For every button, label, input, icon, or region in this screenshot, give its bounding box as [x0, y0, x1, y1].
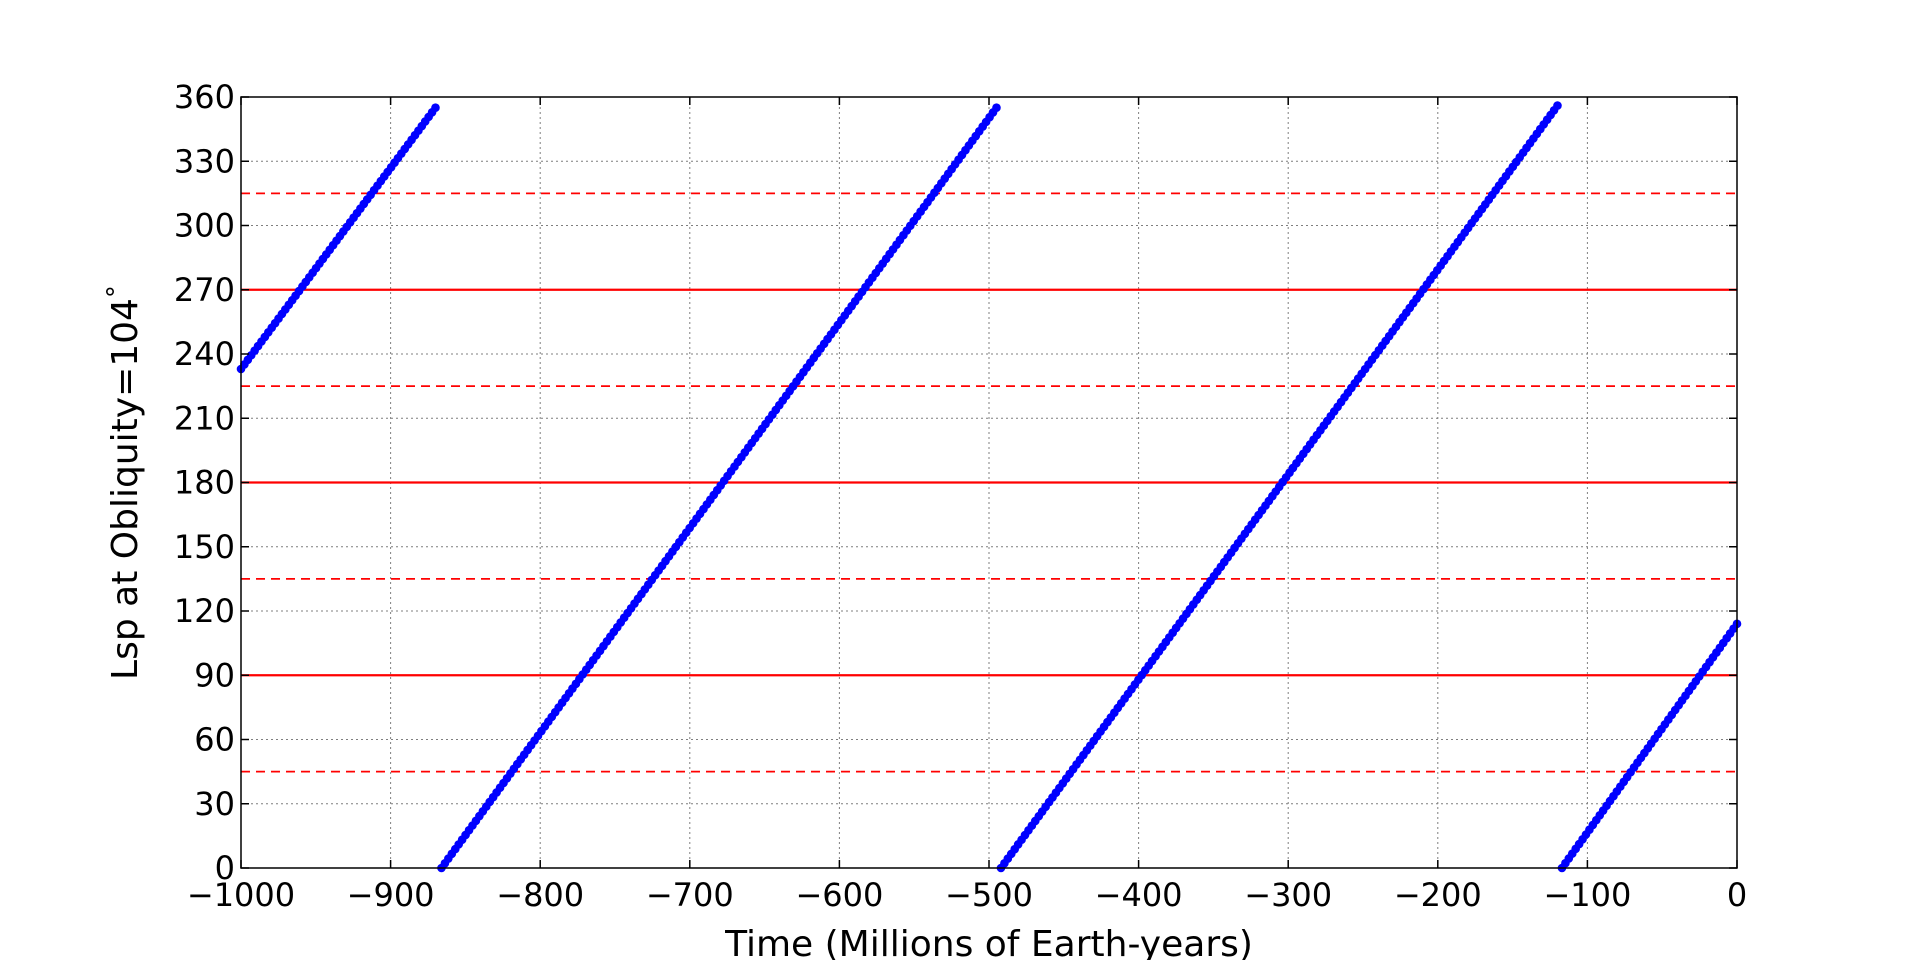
y-tick-label: 240 [174, 335, 235, 373]
x-tick-label: 0 [1727, 876, 1747, 914]
x-tick-label: −300 [1244, 876, 1332, 914]
y-axis-title: Lsp at Obliquity=104° [102, 285, 146, 680]
x-tick-label: −600 [795, 876, 883, 914]
y-tick-label: 270 [174, 271, 235, 309]
x-tick-label: −200 [1394, 876, 1482, 914]
y-axis-title-degree: ° [102, 285, 132, 298]
data-point [431, 103, 440, 113]
y-axis-ticks: 0 30 60 90 120 150 180 210 240 270 300 330 360 [174, 78, 1737, 887]
x-tick-label: −400 [1095, 876, 1183, 914]
y-tick-label: 360 [174, 78, 235, 116]
x-tick-label: −1000 [187, 876, 295, 914]
x-tick-label: −100 [1543, 876, 1631, 914]
y-tick-label: 30 [194, 785, 235, 823]
data-point [1553, 101, 1562, 110]
reference-lines [241, 192, 1737, 773]
y-tick-label: 180 [174, 464, 235, 502]
y-tick-label: 300 [174, 207, 235, 245]
y-tick-label: 150 [174, 528, 235, 566]
x-axis-title: Time (Millions of Earth-years) [724, 924, 1253, 960]
x-tick-label: −700 [646, 876, 734, 914]
x-tick-label: −900 [347, 876, 435, 914]
y-tick-label: 60 [194, 721, 235, 759]
y-tick-label: 120 [174, 592, 235, 630]
x-axis-ticks: −1000 −900 −800 −700 −600 −500 −400 −300 −200 −10… [187, 97, 1747, 914]
y-tick-label: 90 [194, 656, 235, 694]
x-tick-label: −800 [496, 876, 584, 914]
x-tick-label: −500 [945, 876, 1033, 914]
data-points [236, 101, 1742, 873]
y-tick-label: 210 [174, 399, 235, 437]
data-point [992, 103, 1001, 113]
y-axis-title-text: Lsp at Obliquity=104 [105, 298, 146, 680]
y-tick-label: 0 [215, 849, 235, 887]
y-tick-label: 330 [174, 142, 235, 180]
